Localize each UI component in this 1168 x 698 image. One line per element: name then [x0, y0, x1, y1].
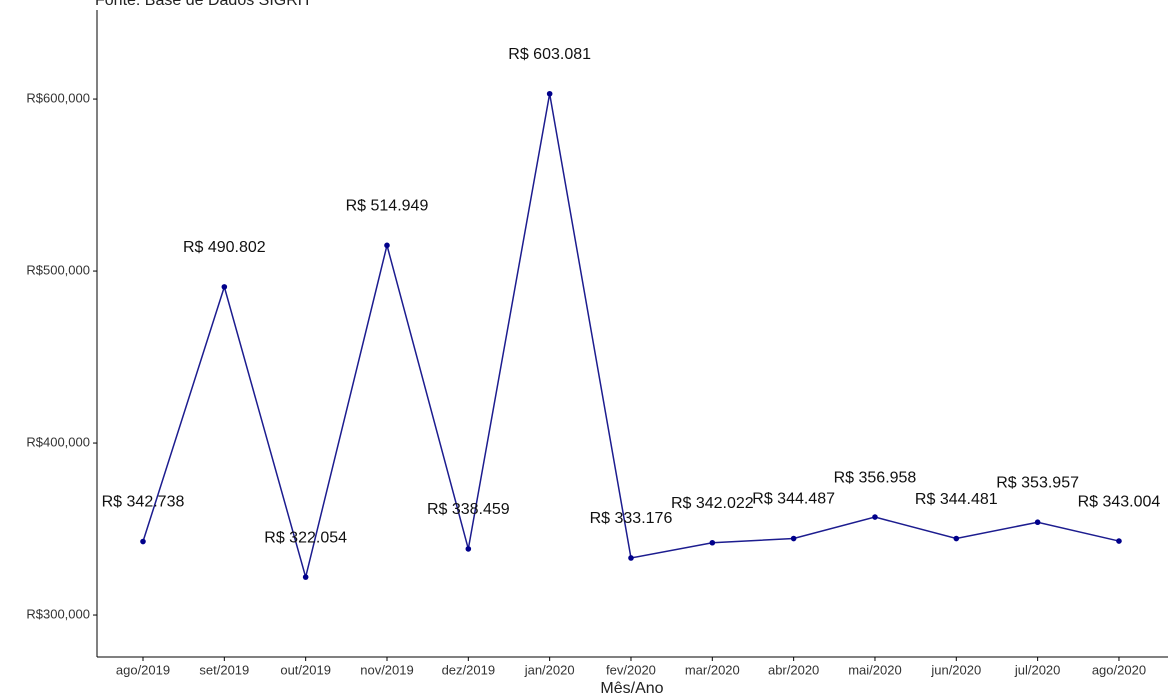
x-tick-label: ago/2020 [1092, 662, 1146, 677]
y-tick-label: R$300,000 [26, 606, 90, 621]
x-tick-label: fev/2020 [606, 662, 656, 677]
point [221, 284, 228, 290]
x-tick-label: dez/2019 [442, 662, 496, 677]
x-tick-label: jan/2020 [524, 662, 575, 677]
point [872, 514, 878, 520]
x-tick-label: ago/2019 [116, 662, 170, 677]
value-label: R$ 353.957 [996, 474, 1079, 491]
value-label: R$ 344.487 [752, 491, 835, 508]
value-label: R$ 344.481 [915, 491, 998, 508]
point [790, 535, 797, 542]
point [140, 538, 146, 545]
x-tick-label: jul/2020 [1014, 662, 1061, 677]
point [953, 535, 960, 542]
value-label: R$ 322.054 [264, 529, 347, 546]
x-tick-label: out/2019 [280, 662, 331, 677]
y-tick-label: R$600,000 [26, 91, 90, 106]
value-label: R$ 343.004 [1078, 493, 1161, 510]
point [302, 574, 309, 580]
x-tick-label: nov/2019 [360, 662, 414, 677]
value-label: R$ 342.022 [671, 495, 754, 512]
x-tick-label: mar/2020 [685, 662, 740, 677]
value-label: R$ 490.802 [183, 239, 266, 256]
chart-subtitle: Fonte: Base de Dados SIGRH [95, 0, 309, 9]
point [546, 90, 553, 97]
x-tick-label: mai/2020 [848, 662, 901, 677]
x-tick-label: jun/2020 [930, 662, 981, 677]
point [384, 242, 390, 249]
point [628, 555, 634, 561]
value-label: R$ 356.958 [834, 469, 917, 486]
point [465, 546, 472, 552]
point [1116, 538, 1122, 544]
value-label: R$ 603.081 [508, 46, 591, 63]
value-label: R$ 514.949 [346, 198, 429, 215]
point [709, 539, 716, 546]
value-label: R$ 333.176 [590, 510, 673, 527]
x-tick-label: set/2019 [199, 662, 249, 677]
y-tick-label: R$500,000 [26, 262, 90, 277]
value-label: R$ 342.738 [102, 494, 185, 511]
point [1034, 519, 1041, 526]
x-tick-label: abr/2020 [768, 662, 819, 677]
y-tick-label: R$400,000 [26, 434, 90, 449]
value-label: R$ 338.459 [427, 501, 510, 518]
x-axis-title: Mês/Ano [600, 680, 663, 697]
